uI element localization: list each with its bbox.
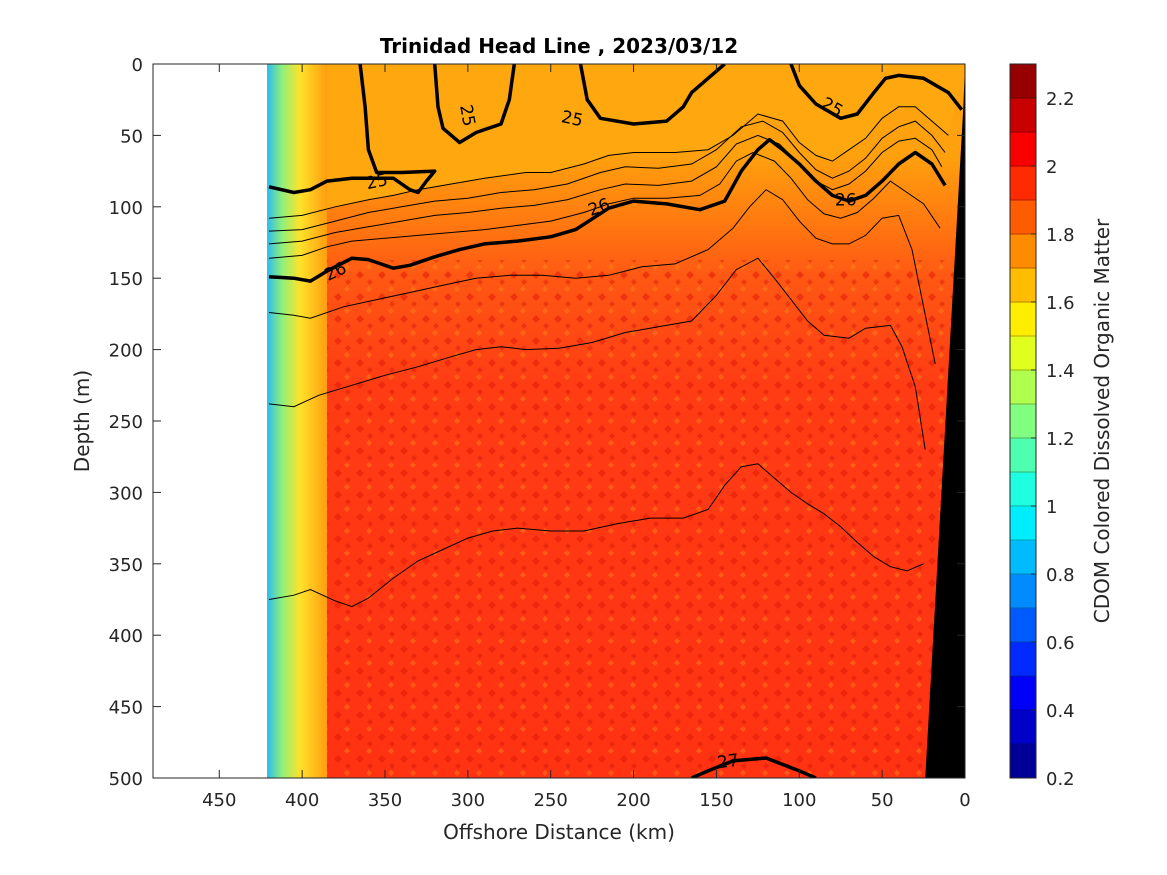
y-tick-label: 500: [109, 769, 143, 790]
thin-contour-6: [268, 463, 924, 608]
colorbar-tick-label: 0.8: [1046, 565, 1075, 586]
colorbar-segment: [1010, 234, 1036, 269]
colorbar-segment: [1010, 642, 1036, 677]
x-axis: 450 400 350 300 250 200 150 100 50 0: [202, 64, 971, 811]
x-tick-label: 300: [451, 790, 485, 811]
y-axis-label: Depth (m): [70, 370, 94, 472]
colorbar-segment: [1010, 608, 1036, 643]
y-tick-label: 150: [109, 269, 143, 290]
contour-label-7: 27: [716, 750, 740, 773]
colorbar-segment: [1010, 710, 1036, 745]
contour-25-3: [789, 64, 964, 121]
contour-label-text: 25: [455, 103, 478, 128]
thin-contour-2: [268, 134, 943, 245]
x-tick-label: 250: [534, 790, 568, 811]
contour-27-5: [690, 756, 817, 778]
cdom-field-texture: [267, 260, 965, 778]
contour-25-1: [432, 64, 517, 145]
y-tick-label: 350: [109, 555, 143, 576]
x-tick-label: 150: [699, 790, 733, 811]
x-tick-label: 350: [368, 790, 402, 811]
contour-label-6: 26: [835, 191, 857, 211]
contour-26-4: [268, 137, 947, 283]
x-tick-label: 400: [285, 790, 319, 811]
colorbar: 0.2 0.4 0.6 0.8 1 1.2 1.4 1.6 1.8 2 2.2: [1009, 63, 1075, 790]
colorbar-tick-label: 1.8: [1046, 225, 1075, 246]
x-tick-label: 0: [959, 790, 970, 811]
cdom-field: [267, 64, 965, 778]
colorbar-tick-label: 2.2: [1046, 89, 1075, 110]
colorbar-segment: [1010, 166, 1036, 201]
colorbar-segment: [1010, 132, 1036, 167]
x-axis-label: Offshore Distance (km): [443, 820, 675, 844]
colorbar-segment: [1010, 438, 1036, 473]
contour-label-text: 25: [559, 107, 584, 131]
y-tick-label: 0: [132, 55, 143, 76]
density-contours: [268, 64, 964, 778]
colorbar-segment: [1010, 744, 1036, 779]
contour-label-0: 25: [364, 170, 389, 194]
contour-label-1: 25: [455, 103, 478, 128]
colorbar-label: CDOM Colored Dissolved Organic Matter: [1090, 218, 1114, 623]
colorbar-tick-label: 1.4: [1046, 361, 1075, 382]
contour-label-text: 25: [364, 170, 389, 194]
colorbar-segment: [1010, 98, 1036, 133]
x-tick-label: 450: [202, 790, 236, 811]
colorbar-tick-label: 1.6: [1046, 293, 1075, 314]
colorbar-tick-label: 0.4: [1046, 701, 1075, 722]
thin-contour-1: [268, 120, 946, 232]
y-axis: 0 50 100 150 200 250 300 350 400 450 500: [109, 55, 965, 790]
contour-label-2: 25: [559, 107, 584, 131]
colorbar-segment: [1010, 676, 1036, 711]
x-tick-label: 50: [871, 790, 894, 811]
bathymetry: [925, 64, 965, 778]
colorbar-segment: [1010, 64, 1036, 99]
y-tick-label: 100: [109, 198, 143, 219]
contour-25-0: [268, 64, 437, 195]
colorbar-segment: [1010, 540, 1036, 575]
colorbar-segment: [1010, 404, 1036, 439]
y-tick-label: 400: [109, 626, 143, 647]
colorbar-frame: [1009, 63, 1037, 779]
colorbar-segment: [1010, 574, 1036, 609]
contour-label-text: 27: [716, 750, 740, 773]
thin-contour-3: [268, 151, 941, 259]
colorbar-tick-label: 0.2: [1046, 769, 1075, 790]
x-tick-label: 200: [616, 790, 650, 811]
thin-contour-4: [268, 189, 936, 364]
x-tick-label: 100: [782, 790, 816, 811]
colorbar-segment: [1010, 472, 1036, 507]
colorbar-segment: [1010, 336, 1036, 371]
colorbar-tick-label: 1.2: [1046, 429, 1075, 450]
y-tick-label: 300: [109, 483, 143, 504]
colorbar-segment: [1010, 268, 1036, 303]
colorbar-segment: [1010, 370, 1036, 405]
surface-layer-region: [269, 64, 965, 219]
colorbar-tick-label: 0.6: [1046, 633, 1075, 654]
thin-contour-0: [268, 106, 949, 219]
colorbar-segment: [1010, 200, 1036, 235]
colorbar-segment: [1010, 302, 1036, 337]
contour-label-text: 26: [835, 191, 857, 211]
chart-title: Trinidad Head Line , 2023/03/12: [380, 34, 738, 58]
contour-25-2: [578, 64, 726, 126]
y-tick-label: 50: [120, 126, 143, 147]
offshore-edge-gradient: [267, 64, 327, 778]
colorbar-tick-label: 1: [1046, 497, 1057, 518]
y-tick-label: 200: [109, 341, 143, 362]
colorbar-tick-label: 2: [1046, 157, 1057, 178]
colorbar-segment: [1010, 506, 1036, 541]
y-tick-label: 250: [109, 412, 143, 433]
thin-contour-5: [268, 257, 926, 450]
y-tick-label: 450: [109, 698, 143, 719]
